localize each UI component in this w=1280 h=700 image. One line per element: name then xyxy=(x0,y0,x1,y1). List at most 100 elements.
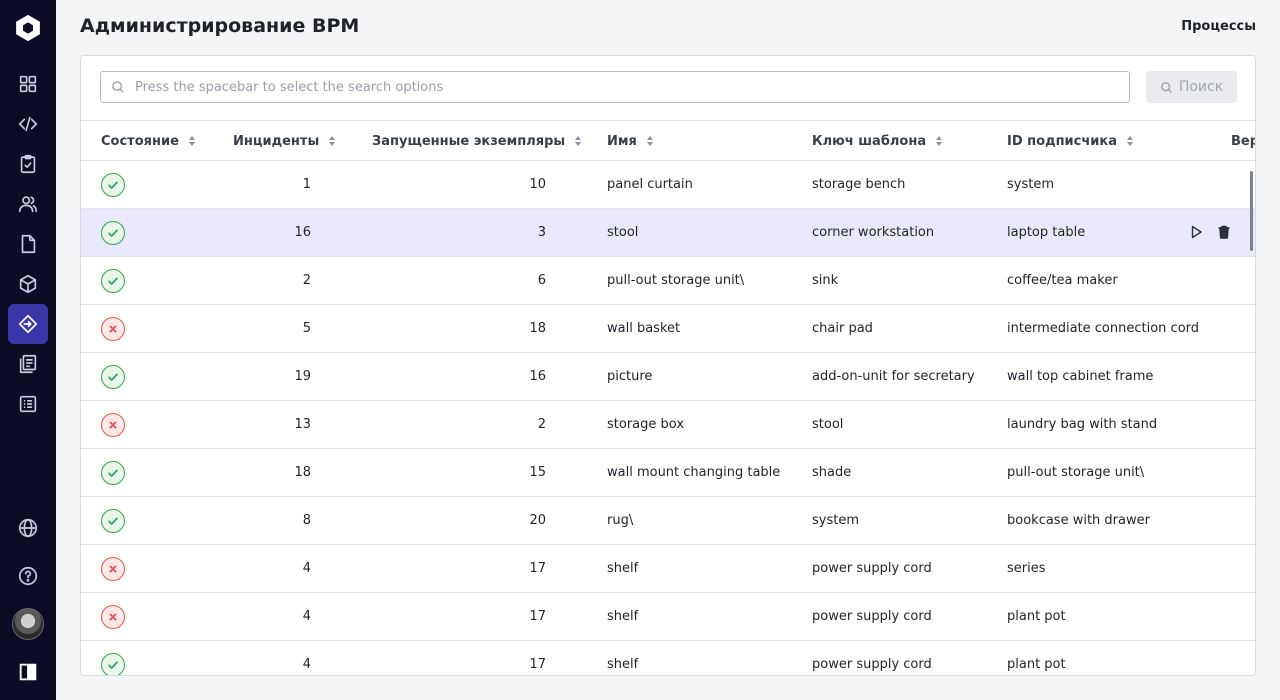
incidents-cell: 19 xyxy=(294,369,311,384)
sidebar-toggle[interactable] xyxy=(8,652,48,692)
column-header-incidents[interactable]: Инциденты xyxy=(233,121,336,161)
search-button-label: Поиск xyxy=(1178,79,1224,95)
running-instances-cell: 16 xyxy=(529,369,546,384)
avatar[interactable] xyxy=(12,608,44,640)
sort-icon[interactable] xyxy=(1127,136,1133,146)
sidebar-item-list[interactable] xyxy=(8,384,48,424)
subscriber-id-cell: laptop table xyxy=(1007,225,1086,240)
table-body: 1 10 panel curtain storage bench system 16 3 st… xyxy=(81,161,1255,675)
table-row[interactable]: 19 16 picture add-on-unit for secretary wall… xyxy=(81,353,1255,401)
column-header-label: ID подписчика xyxy=(1007,133,1117,149)
incidents-cell: 4 xyxy=(302,657,311,672)
column-header-subscriber-id[interactable]: ID подписчика xyxy=(1007,121,1133,161)
status-cell xyxy=(101,257,125,304)
column-header-running-instances[interactable]: Запущенные экземпляры xyxy=(372,121,582,161)
search-button[interactable]: Поиск xyxy=(1146,71,1237,103)
status-error-icon xyxy=(101,316,125,341)
sort-icon[interactable] xyxy=(329,136,336,146)
name-cell: shelf xyxy=(607,561,639,576)
name-cell: pull-out storage unit\ xyxy=(607,273,745,288)
column-header-label: Вер xyxy=(1231,133,1255,149)
table-row[interactable]: 8 20 rug\ system bookcase with drawer xyxy=(81,497,1255,545)
check-icon xyxy=(108,469,118,477)
table-row[interactable]: 18 15 wall mount changing table shade pull-o… xyxy=(81,449,1255,497)
sidebar-item-journal[interactable] xyxy=(8,344,48,384)
column-header-name[interactable]: Имя xyxy=(607,121,653,161)
sidebar-item-documents[interactable] xyxy=(8,224,48,264)
check-icon xyxy=(108,373,118,381)
sort-icon[interactable] xyxy=(646,136,653,146)
status-ok-icon xyxy=(101,508,125,533)
table-row[interactable]: 4 17 shelf power supply cord plant pot xyxy=(81,641,1255,675)
subscriber-id-cell: laundry bag with stand xyxy=(1007,417,1158,432)
list-icon xyxy=(19,395,37,413)
template-key-cell: chair pad xyxy=(812,321,873,336)
status-cell xyxy=(101,401,125,448)
template-key-cell: power supply cord xyxy=(812,657,932,672)
sort-icon[interactable] xyxy=(575,136,582,146)
play-icon[interactable] xyxy=(1187,223,1205,241)
subscriber-id-cell: pull-out storage unit\ xyxy=(1007,465,1145,480)
table-scrollbar[interactable] xyxy=(1250,171,1253,251)
template-key-cell: storage bench xyxy=(812,177,906,192)
check-icon xyxy=(108,277,118,285)
column-header-template-key[interactable]: Ключ шаблона xyxy=(812,121,943,161)
sidebar-item-packages[interactable] xyxy=(8,264,48,304)
sort-icon[interactable] xyxy=(188,136,195,146)
table-row[interactable]: 5 18 wall basket chair pad intermediate conn… xyxy=(81,305,1255,353)
template-key-cell: power supply cord xyxy=(812,561,932,576)
dashboard-icon xyxy=(19,75,37,93)
sidebar-item-code[interactable] xyxy=(8,104,48,144)
search-icon xyxy=(112,81,124,93)
help-icon xyxy=(18,566,38,586)
trash-icon[interactable] xyxy=(1215,223,1233,241)
status-ok-icon xyxy=(101,220,125,245)
clipboard-check-icon xyxy=(20,154,36,174)
search-box[interactable] xyxy=(100,71,1130,103)
subscriber-id-cell: wall top cabinet frame xyxy=(1007,369,1154,384)
running-instances-cell: 20 xyxy=(529,513,546,528)
table-header: Состояние Инциденты Запущенные экземпляр… xyxy=(81,120,1255,161)
status-cell xyxy=(101,161,125,208)
status-cell xyxy=(101,305,125,352)
table-row[interactable]: 1 10 panel curtain storage bench system xyxy=(81,161,1255,209)
sort-icon[interactable] xyxy=(936,136,943,146)
table-row[interactable]: 16 3 stool corner workstation laptop table xyxy=(81,209,1255,257)
sidebar-item-users[interactable] xyxy=(8,184,48,224)
name-cell: stool xyxy=(607,225,639,240)
column-header-label: Ключ шаблона xyxy=(812,133,927,149)
bpm-icon xyxy=(18,314,38,334)
template-key-cell: system xyxy=(812,513,859,528)
incidents-cell: 2 xyxy=(302,273,311,288)
check-icon xyxy=(108,661,118,669)
status-cell xyxy=(101,497,125,544)
table-row[interactable]: 4 17 shelf power supply cord series xyxy=(81,545,1255,593)
sidebar-item-help[interactable] xyxy=(8,556,48,596)
globe-icon xyxy=(18,518,38,538)
sidebar-item-tasks[interactable] xyxy=(8,144,48,184)
running-instances-cell: 17 xyxy=(529,609,546,624)
template-key-cell: corner workstation xyxy=(812,225,935,240)
column-header-version[interactable]: Вер xyxy=(1231,121,1255,161)
template-key-cell: stool xyxy=(812,417,844,432)
table-row[interactable]: 2 6 pull-out storage unit\ sink coffee/tea m… xyxy=(81,257,1255,305)
column-header-label: Состояние xyxy=(101,133,179,149)
status-ok-icon xyxy=(101,460,125,485)
column-header-label: Имя xyxy=(607,133,637,149)
template-key-cell: sink xyxy=(812,273,839,288)
incidents-cell: 16 xyxy=(294,225,311,240)
search-input[interactable] xyxy=(135,79,1095,95)
cube-icon xyxy=(19,274,37,294)
template-key-cell: add-on-unit for secretary xyxy=(812,369,975,384)
sidebar-item-dashboard[interactable] xyxy=(8,64,48,104)
sidebar-item-language[interactable] xyxy=(8,508,48,548)
table-row[interactable]: 4 17 shelf power supply cord plant pot xyxy=(81,593,1255,641)
column-header-state[interactable]: Состояние xyxy=(101,121,195,161)
app-logo-icon[interactable] xyxy=(8,8,48,48)
table-row[interactable]: 13 2 storage box stool laundry bag with stan… xyxy=(81,401,1255,449)
processes-link[interactable]: Процессы xyxy=(1181,19,1256,34)
template-key-cell: shade xyxy=(812,465,852,480)
check-icon xyxy=(108,229,118,237)
name-cell: storage box xyxy=(607,417,685,432)
sidebar-item-bpm[interactable] xyxy=(8,304,48,344)
